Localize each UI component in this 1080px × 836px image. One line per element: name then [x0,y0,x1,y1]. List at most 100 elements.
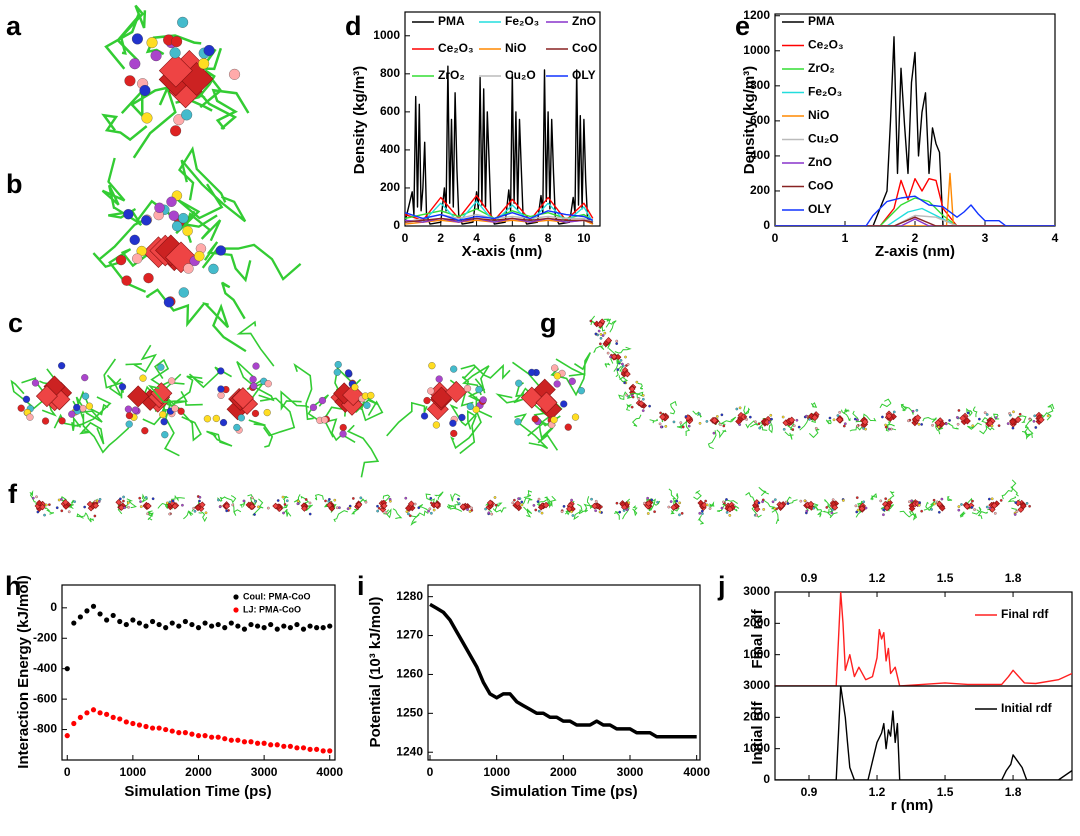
atom [831,498,835,502]
ligand-chain [29,490,36,503]
polyhedron [62,499,69,506]
atom [177,407,185,415]
x-tick-label: 1 [842,231,849,245]
atom [251,409,260,418]
atom [669,500,673,503]
cluster [183,495,208,523]
y-tick-label: 3000 [743,678,770,692]
cluster [425,491,444,515]
legend-label: ZrO₂ [438,68,465,82]
ligand-chain [979,424,995,435]
ligand-chain [852,410,864,423]
atom [48,503,51,507]
atom [1008,412,1011,415]
ligand-chain [816,509,823,518]
atom [60,497,63,501]
panel-letter: a [6,11,22,41]
y-tick-label: 400 [750,148,770,162]
atom [622,509,626,512]
polyhedron [963,417,971,425]
atom [31,379,40,387]
ligand-chain [527,421,559,451]
ligand-chain [145,288,206,328]
atom [791,428,795,431]
atom [430,511,433,515]
y-tick-label: 600 [750,113,770,127]
polyhedron [487,502,494,510]
ligand-chain [239,500,246,508]
ligand-chain [947,422,959,430]
polyhedron [861,418,869,426]
atom [31,496,35,500]
polyhedron [659,413,667,421]
atom [708,507,712,510]
y-tick-label: 200 [380,180,400,194]
point [268,742,274,748]
cluster [977,486,1014,520]
atom [971,499,974,503]
y-axis-label: Potential (10³ kJ/mol) [367,597,384,748]
atom [44,503,48,507]
atom [615,342,619,345]
polyhedron [914,414,922,422]
atom [715,415,719,418]
polyhedron [959,414,967,422]
ligand-chain [716,429,727,439]
atom [124,405,132,413]
atom [55,506,59,510]
x-tick-label: 3000 [617,765,644,779]
atom [475,386,483,394]
ligand-chain [550,367,586,397]
ligand-chain [103,358,124,399]
atom [136,245,147,257]
polyhedron [381,502,388,510]
point [294,745,300,751]
point [281,623,287,629]
polyhedron [405,504,412,512]
legend-label: CoO [572,41,597,55]
panel-letter: i [357,571,365,601]
plot-frame [774,591,1073,687]
atom [725,498,728,501]
series-line [775,592,1072,686]
atom [281,495,285,499]
x-tick-label: 1.5 [937,785,954,799]
atom [249,375,257,383]
ligand-chain [578,508,588,515]
atom [404,496,408,500]
atom [97,500,101,503]
ligand-chain [307,394,348,424]
atom [129,58,141,70]
atom [141,427,149,435]
atom [296,502,300,506]
atom [198,495,202,499]
x-tick-label: 0 [427,765,434,779]
ligand-chain [106,374,122,397]
y-tick-label: 0 [763,218,770,232]
x-tick-label: 4 [473,231,480,245]
ligand-chain [608,320,617,333]
polyhedron [991,502,998,509]
ligand-chain [523,506,533,518]
atom [761,500,764,504]
polyhedron [115,498,122,506]
atom [515,379,523,387]
polyhedron [301,505,308,512]
ligand-chain [417,504,428,511]
polyhedron [408,500,415,508]
cluster [293,494,314,516]
cluster [978,411,1001,435]
atom [940,497,944,501]
atom [560,400,568,408]
atom [812,506,816,510]
point [327,623,333,629]
atom [1013,513,1017,516]
atom [615,339,619,343]
polyhedron [808,504,815,511]
atom [123,209,134,220]
atom [659,425,663,429]
atom [388,497,392,501]
atom [118,383,127,391]
atom [917,503,921,507]
